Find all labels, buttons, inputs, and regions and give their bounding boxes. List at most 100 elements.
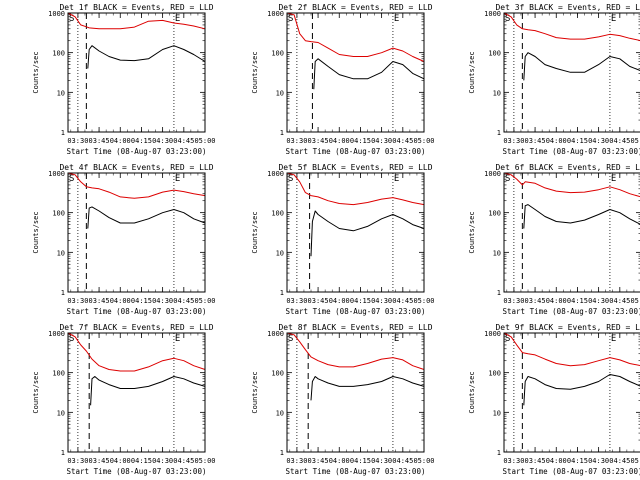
x-axis-label: Start Time (08-Aug-07 03:23:00) <box>503 467 640 476</box>
x-tick-label: 03:30 <box>503 297 524 305</box>
x-tick-label: 03:45 <box>89 137 110 145</box>
x-axis-label: Start Time (08-Aug-07 03:23:00) <box>67 147 207 156</box>
events-series-line <box>523 204 640 229</box>
x-tick-label: 03:45 <box>89 457 110 465</box>
x-tick-label: 04:45 <box>609 137 630 145</box>
plot-frame <box>503 332 640 453</box>
y-tick-label: 1 <box>280 289 284 297</box>
plot-frame <box>286 332 425 453</box>
end-marker-label: E <box>394 14 399 24</box>
x-tick-label: 05:00 <box>194 137 215 145</box>
x-tick-label: 04:00 <box>110 297 131 305</box>
y-axis-label: Counts/sec <box>468 371 476 413</box>
panel-title: Det 8f BLACK = Events, RED = LLD <box>278 323 432 332</box>
y-tick-label: 1000 <box>267 10 284 18</box>
y-tick-label: 100 <box>488 50 501 58</box>
y-axis-label: Counts/sec <box>251 371 259 413</box>
x-tick-label: 04:30 <box>588 457 609 465</box>
x-tick-label: 03:45 <box>308 137 329 145</box>
x-axis-label: Start Time (08-Aug-07 03:23:00) <box>503 147 640 156</box>
y-tick-label: 10 <box>493 89 501 97</box>
y-tick-label: 1000 <box>48 10 65 18</box>
panel-det-5f: Det 5f BLACK = Events, RED = LLD Counts/s… <box>251 163 435 316</box>
x-tick-label: 05:00 <box>413 297 434 305</box>
lld-series-line <box>286 332 425 370</box>
x-tick-label: 04:00 <box>546 457 567 465</box>
x-tick-label: 05:00 <box>630 457 640 465</box>
x-tick-label: 04:30 <box>371 137 392 145</box>
y-tick-label: 1 <box>497 289 501 297</box>
y-tick-label: 10 <box>57 409 65 417</box>
end-marker-label: E <box>175 14 180 24</box>
plot-frame <box>67 332 206 453</box>
lld-series-line <box>67 172 206 199</box>
x-tick-label: 04:45 <box>173 297 194 305</box>
x-tick-label: 04:30 <box>588 137 609 145</box>
x-tick-label: 05:00 <box>630 297 640 305</box>
panel-title: Det 2f BLACK = Events, RED = LLD <box>278 3 432 12</box>
y-tick-label: 100 <box>271 50 284 58</box>
panel-det-8f: Det 8f BLACK = Events, RED = LLD Counts/s… <box>251 323 435 476</box>
x-tick-label: 04:15 <box>350 297 371 305</box>
x-tick-label: 05:00 <box>194 457 215 465</box>
x-tick-label: 04:00 <box>110 137 131 145</box>
start-marker-label: S <box>505 14 510 24</box>
y-axis-label: Counts/sec <box>251 51 259 93</box>
x-tick-label: 03:30 <box>503 457 524 465</box>
x-tick-label: 03:45 <box>525 137 546 145</box>
x-axis-label: Start Time (08-Aug-07 03:23:00) <box>67 307 207 316</box>
start-marker-label: S <box>505 174 510 184</box>
end-marker-label: E <box>394 174 399 184</box>
x-tick-label: 03:45 <box>308 297 329 305</box>
y-axis-label: Counts/sec <box>32 211 40 253</box>
y-tick-label: 10 <box>276 89 284 97</box>
events-series-line <box>523 374 640 406</box>
y-axis-label: Counts/sec <box>251 211 259 253</box>
panel-det-7f: Det 7f BLACK = Events, RED = LLD Counts/s… <box>32 323 216 476</box>
start-marker-label: S <box>288 174 293 184</box>
panel-title: Det 5f BLACK = Events, RED = LLD <box>278 163 432 172</box>
x-tick-label: 04:30 <box>152 457 173 465</box>
events-series-line <box>310 210 425 257</box>
lld-series-line <box>286 12 425 62</box>
y-tick-label: 100 <box>52 370 65 378</box>
x-tick-label: 04:30 <box>588 297 609 305</box>
x-tick-label: 04:15 <box>131 137 152 145</box>
y-tick-label: 1 <box>61 129 65 137</box>
x-tick-label: 03:45 <box>308 457 329 465</box>
y-tick-label: 10 <box>493 409 501 417</box>
plot-frame <box>503 172 640 293</box>
y-tick-label: 1000 <box>484 170 501 178</box>
end-marker-label: E <box>175 174 180 184</box>
x-tick-label: 04:30 <box>152 137 173 145</box>
y-axis-label: Counts/sec <box>468 51 476 93</box>
panel-det-1f: Det 1f BLACK = Events, RED = LLD Counts/s… <box>32 3 216 156</box>
y-axis-label: Counts/sec <box>32 51 40 93</box>
start-marker-label: S <box>69 334 74 344</box>
end-marker-label: E <box>394 334 399 344</box>
panel-det-2f: Det 2f BLACK = Events, RED = LLD Counts/s… <box>251 3 435 156</box>
y-tick-label: 1000 <box>48 170 65 178</box>
x-axis-label: Start Time (08-Aug-07 03:23:00) <box>503 307 640 316</box>
y-tick-label: 10 <box>276 409 284 417</box>
events-series-line <box>523 52 640 81</box>
x-tick-label: 04:15 <box>350 137 371 145</box>
x-tick-label: 05:00 <box>630 137 640 145</box>
panel-det-6f: Det 6f BLACK = Events, RED = LLD Counts/s… <box>468 163 640 316</box>
y-tick-label: 1000 <box>267 170 284 178</box>
start-marker-label: S <box>288 334 293 344</box>
y-tick-label: 10 <box>57 89 65 97</box>
panel-title: Det 4f BLACK = Events, RED = LLD <box>59 163 213 172</box>
end-marker-label: E <box>611 14 616 24</box>
x-tick-label: 04:45 <box>173 137 194 145</box>
start-marker-label: S <box>69 14 74 24</box>
x-tick-label: 05:00 <box>413 137 434 145</box>
lld-series-line <box>503 332 640 367</box>
x-tick-label: 04:15 <box>567 137 588 145</box>
y-tick-label: 1000 <box>48 330 65 338</box>
y-tick-label: 10 <box>57 249 65 257</box>
lld-series-line <box>286 172 425 206</box>
plot-frame <box>67 12 206 133</box>
y-tick-label: 100 <box>271 210 284 218</box>
